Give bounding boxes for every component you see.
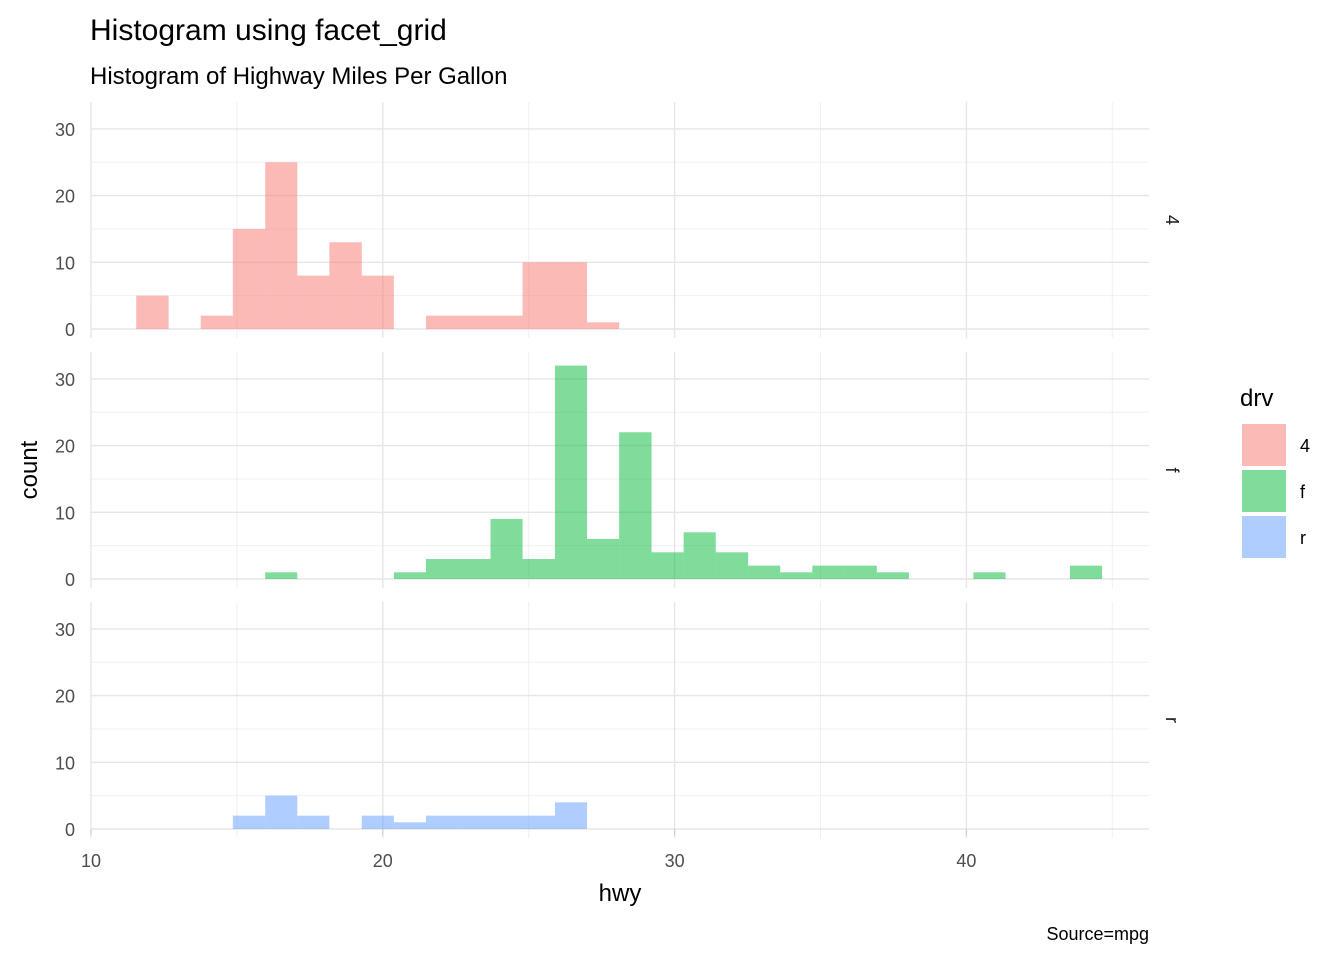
histogram-bar: [554, 262, 588, 329]
histogram-bar: [812, 565, 845, 579]
histogram-bar: [265, 162, 298, 329]
histogram-bar: [200, 315, 233, 329]
facet-panel-f: 0 10 20 30 f: [55, 352, 1182, 590]
histogram-bar: [1069, 565, 1103, 579]
chart-subtitle: Histogram of Highway Miles Per Gallon: [90, 63, 507, 90]
histogram-bar: [522, 815, 555, 829]
y-tick-label: 10: [55, 753, 75, 773]
facet-strip-label: f: [1162, 467, 1182, 473]
histogram-bar: [554, 365, 588, 579]
histogram-bar: [522, 558, 555, 579]
histogram-bar: [393, 822, 426, 829]
histogram-bar: [715, 552, 749, 579]
histogram-bar: [265, 795, 298, 829]
histogram-bar: [876, 572, 909, 579]
y-tick-label: 0: [65, 570, 75, 590]
y-axis-title: count: [16, 440, 43, 499]
y-tick-label: 30: [55, 620, 75, 640]
y-tick-label: 20: [55, 687, 75, 707]
histogram-bar: [522, 262, 555, 329]
histogram-bar: [490, 518, 523, 579]
histogram-bar: [490, 315, 523, 329]
histogram-bar: [425, 558, 459, 579]
y-tick-label: 20: [55, 187, 75, 207]
legend-label: 4: [1300, 436, 1310, 456]
histogram-bar: [619, 432, 652, 579]
histogram-bar: [297, 815, 330, 829]
histogram-bar: [361, 815, 394, 829]
histogram-bar: [232, 228, 266, 329]
y-tick-label: 0: [65, 320, 75, 340]
histogram-bar: [297, 275, 330, 329]
legend-key-f: [1242, 470, 1286, 512]
legend-title: drv: [1240, 385, 1273, 412]
x-tick-label: 30: [665, 851, 685, 871]
histogram-bar: [136, 295, 169, 329]
y-tick-label: 30: [55, 370, 75, 390]
histogram-bar: [748, 565, 781, 579]
histogram-bar: [780, 572, 813, 579]
x-axis: 10 20 30 40: [81, 829, 976, 871]
histogram-bar: [425, 315, 459, 329]
legend-key-r: [1242, 516, 1286, 558]
histogram-bar: [587, 322, 620, 329]
chart-title: Histogram using facet_grid: [90, 14, 447, 47]
histogram-bar: [393, 572, 426, 579]
legend: drv 4 f r: [1240, 385, 1310, 558]
y-tick-label: 10: [55, 503, 75, 523]
y-tick-label: 0: [65, 820, 75, 840]
histogram-bar: [329, 242, 362, 329]
facet-strip-label: 4: [1162, 215, 1182, 225]
legend-key-4: [1242, 424, 1286, 466]
facet-strip-label: r: [1162, 717, 1182, 723]
histogram-bar: [361, 275, 394, 329]
x-tick-label: 20: [373, 851, 393, 871]
histogram-bar: [683, 532, 716, 579]
y-tick-label: 10: [55, 253, 75, 273]
y-tick-label: 30: [55, 120, 75, 140]
legend-label: r: [1300, 528, 1306, 548]
x-tick-label: 10: [81, 851, 101, 871]
histogram-bar: [490, 815, 523, 829]
histogram-bar: [554, 802, 588, 829]
histogram-bar: [458, 558, 491, 579]
histogram-bar: [973, 572, 1006, 579]
histogram-bar: [651, 552, 684, 579]
histogram-bar: [458, 815, 491, 829]
facet-panel-r: 0 10 20 30 r: [55, 602, 1182, 840]
y-tick-label: 20: [55, 437, 75, 457]
facet-panel-4: 0 10 20 30 4: [55, 102, 1182, 340]
histogram-bar: [232, 815, 266, 829]
histogram-bar: [587, 538, 620, 579]
histogram-bar: [844, 565, 877, 579]
x-tick-label: 40: [956, 851, 976, 871]
x-axis-title: hwy: [599, 880, 642, 907]
histogram-bar: [265, 572, 298, 579]
legend-label: f: [1300, 482, 1306, 502]
histogram-bar: [425, 815, 459, 829]
histogram-bar: [458, 315, 491, 329]
caption: Source=mpg: [1046, 924, 1149, 944]
